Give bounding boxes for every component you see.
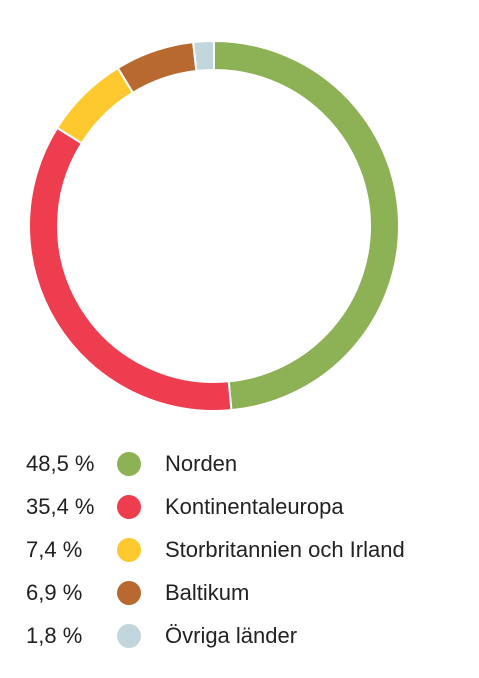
legend-label-kontinentaleuropa: Kontinentaleuropa [165, 494, 344, 519]
legend-swatch-baltikum [117, 581, 141, 605]
donut-chart [28, 40, 400, 412]
legend-value-baltikum: 6,9 % [26, 580, 83, 605]
legend-swatch-storbritannien-och-irland [117, 538, 141, 562]
donut-slice-norden [213, 40, 400, 412]
legend-swatch-ovriga-lander [117, 624, 141, 648]
legend-label-storbritannien-och-irland: Storbritannien och Irland [165, 537, 405, 562]
donut-slice-ovriga-lander [192, 40, 215, 72]
legend-item-ovriga-lander: 1,8 % Övriga länder [0, 615, 479, 658]
legend-value-norden: 48,5 % [26, 451, 95, 476]
chart-legend: 48,5 % Norden 35,4 % Kontinentaleuropa 7,4 %… [0, 443, 479, 658]
legend-value-storbritannien-och-irland: 7,4 % [26, 537, 83, 562]
legend-label-ovriga-lander: Övriga länder [165, 623, 298, 648]
donut-slice-baltikum [116, 41, 198, 94]
donut-slice-kontinentaleuropa [28, 126, 233, 412]
donut-slice-storbritannien-och-irland [56, 66, 134, 145]
legend-item-norden: 48,5 % Norden [0, 443, 479, 486]
legend-item-storbritannien-och-irland: 7,4 % Storbritannien och Irland [0, 529, 479, 572]
legend-label-norden: Norden [165, 451, 238, 476]
legend-swatch-kontinentaleuropa [117, 495, 141, 519]
legend-item-baltikum: 6,9 % Baltikum [0, 572, 479, 615]
legend-label-baltikum: Baltikum [165, 580, 250, 605]
legend-value-ovriga-lander: 1,8 % [26, 623, 83, 648]
legend-swatch-norden [117, 452, 141, 476]
legend-item-kontinentaleuropa: 35,4 % Kontinentaleuropa [0, 486, 479, 529]
legend-value-kontinentaleuropa: 35,4 % [26, 494, 95, 519]
